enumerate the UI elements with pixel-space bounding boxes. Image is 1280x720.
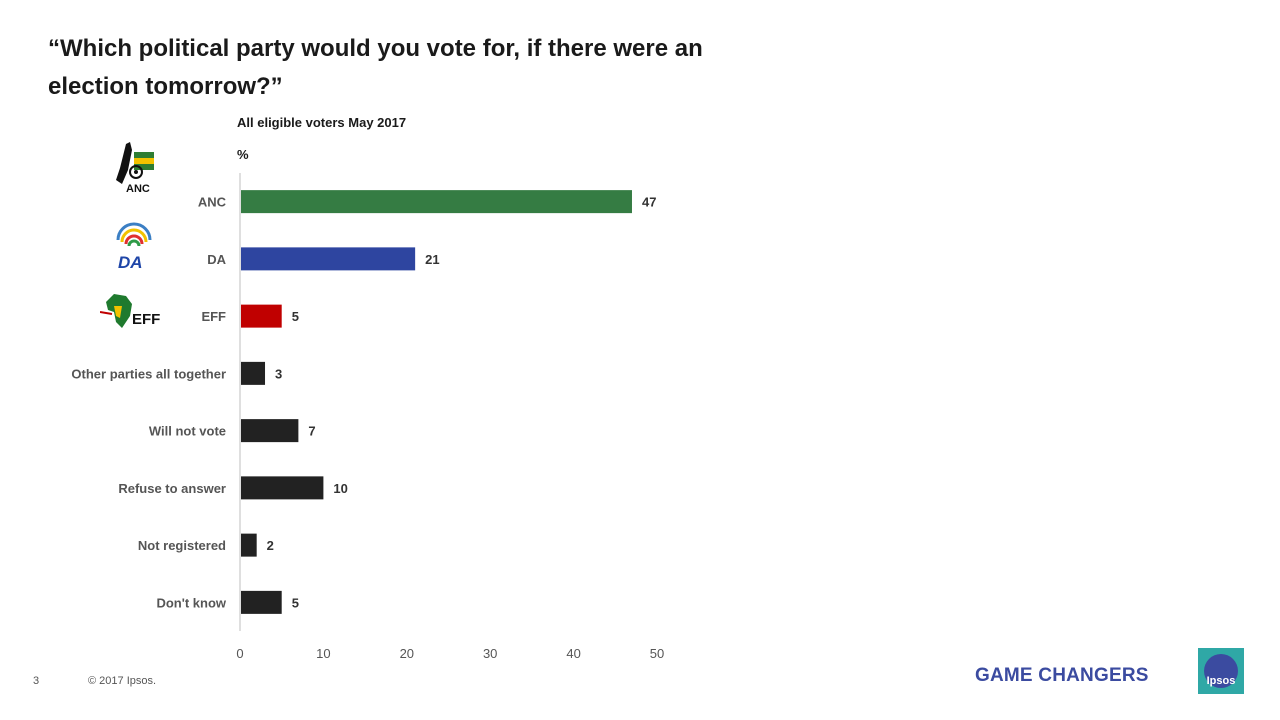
x-tick-label: 0	[236, 646, 243, 661]
bar	[241, 476, 324, 500]
data-label: 2	[267, 538, 274, 553]
data-label: 21	[425, 252, 439, 267]
bar	[241, 533, 257, 557]
page-number: 3	[33, 675, 40, 687]
x-tick-label: 20	[400, 646, 414, 661]
anc-logo-text: ANC	[126, 183, 150, 194]
x-tick-label: 40	[566, 646, 580, 661]
da-logo-icon: DA	[116, 222, 152, 272]
eff-logo-text: EFF	[132, 311, 160, 328]
bar	[241, 419, 299, 443]
data-label: 47	[642, 195, 656, 210]
data-label: 5	[292, 309, 299, 324]
anc-logo-icon: ANC	[116, 142, 154, 194]
ipsos-logo-text: Ipsos	[1206, 675, 1236, 687]
category-label: ANC	[198, 195, 227, 210]
ipsos-logo-icon: Ipsos	[1198, 648, 1244, 694]
category-label: Will not vote	[149, 424, 226, 439]
copyright-text: © 2017 Ipsos.	[88, 675, 157, 687]
brand-tagline: GAME CHANGERS	[975, 665, 1149, 686]
chart-subtitle: All eligible voters May 2017	[237, 115, 407, 130]
bar	[241, 361, 266, 385]
category-label: EFF	[201, 309, 226, 324]
category-label: Not registered	[138, 538, 226, 553]
x-tick-label: 50	[650, 646, 664, 661]
unit-label: %	[237, 147, 249, 162]
bar	[241, 304, 282, 328]
bar	[241, 590, 282, 614]
bar	[241, 247, 416, 271]
category-label: Refuse to answer	[118, 481, 226, 496]
category-label: DA	[207, 252, 226, 267]
category-label: Other parties all together	[71, 366, 226, 381]
x-tick-label: 10	[316, 646, 330, 661]
data-label: 10	[333, 481, 347, 496]
data-label: 7	[308, 424, 315, 439]
data-label: 5	[292, 595, 299, 610]
eff-logo-icon: EFF	[100, 294, 160, 328]
bar	[241, 190, 632, 214]
da-logo-text: DA	[118, 253, 143, 272]
chart-title: “Which political party would you vote fo…	[48, 35, 703, 100]
data-label: 3	[275, 366, 282, 381]
category-label: Don't know	[156, 595, 226, 610]
x-tick-label: 30	[483, 646, 497, 661]
